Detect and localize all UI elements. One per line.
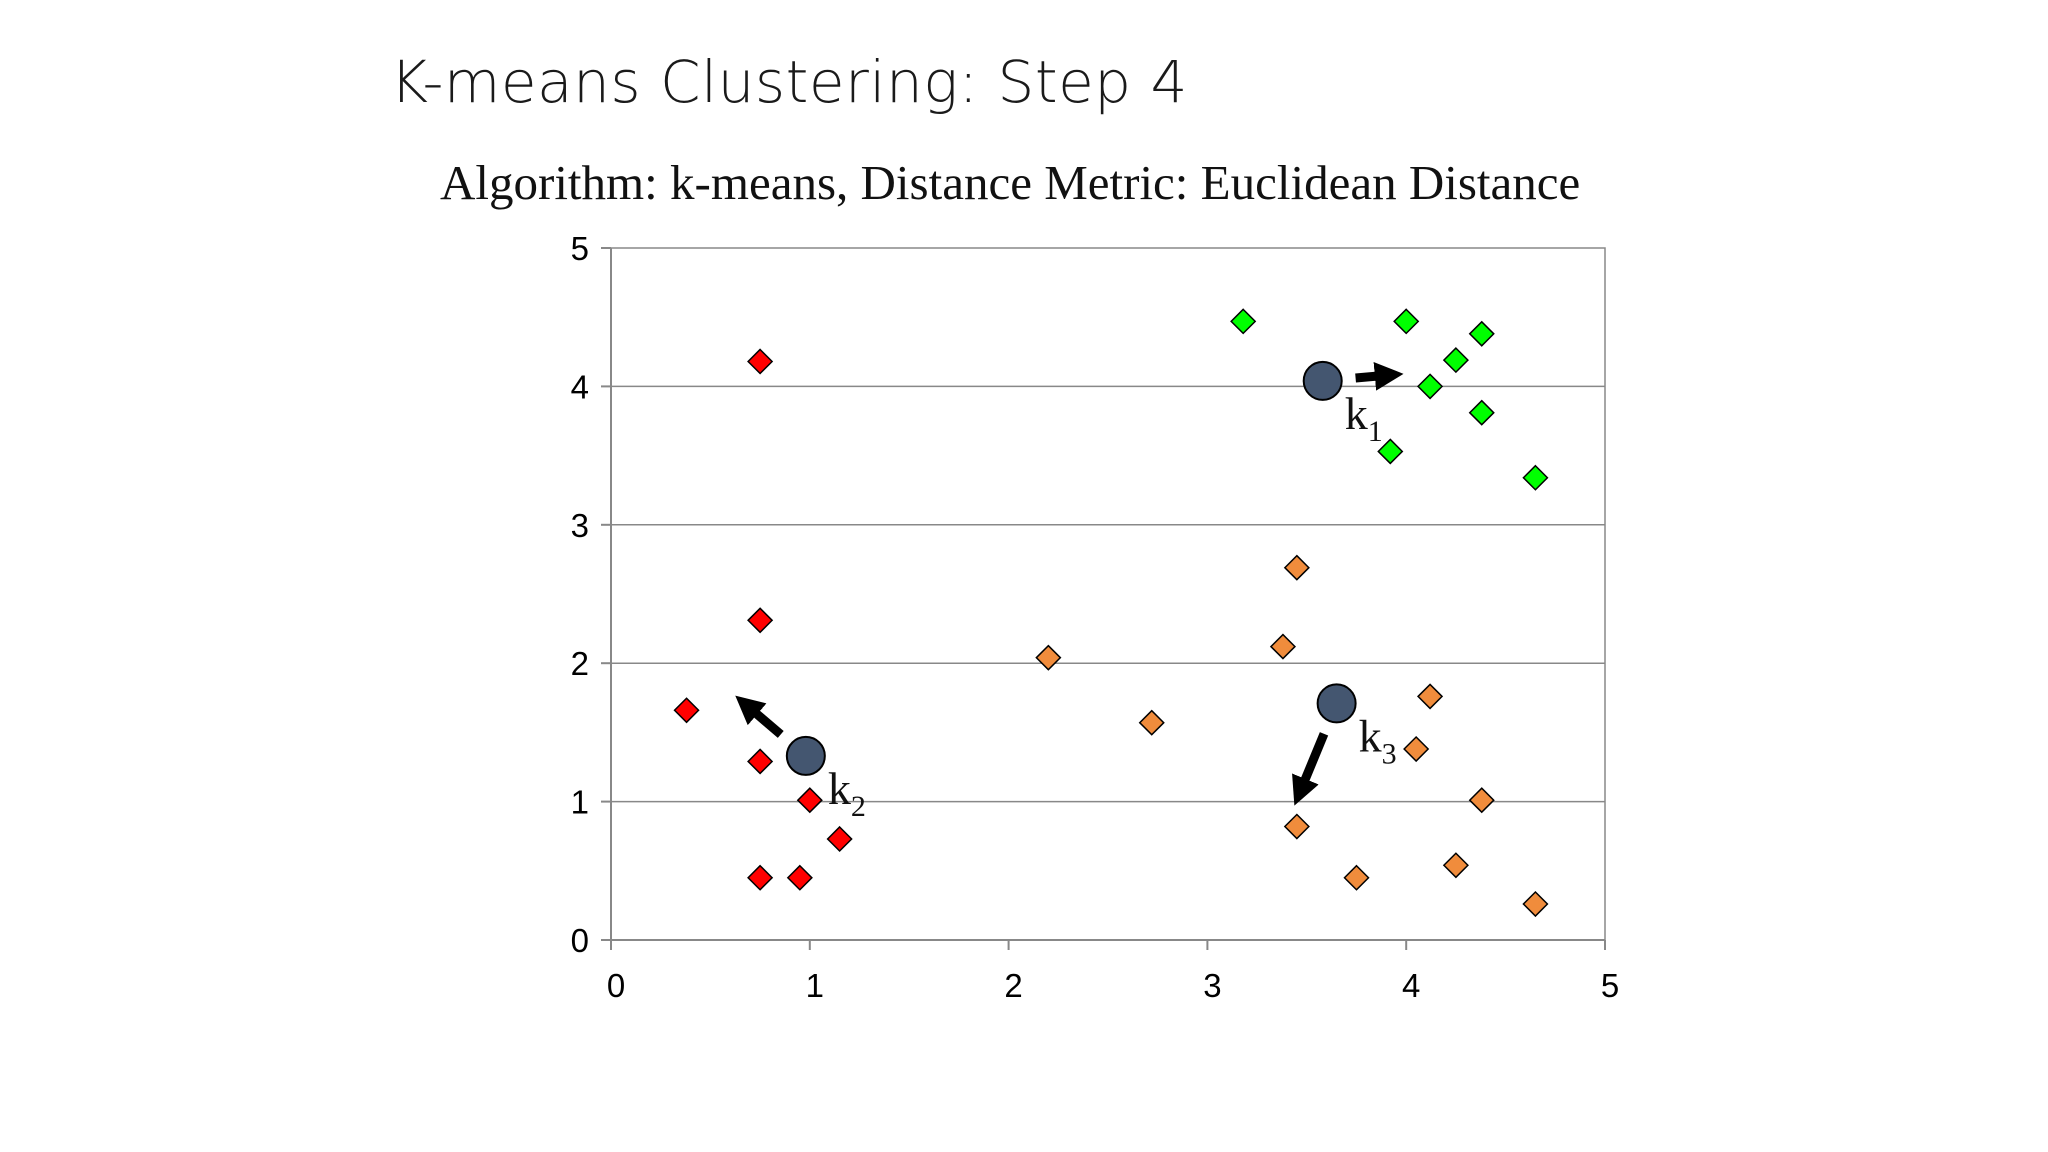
data-point — [786, 864, 813, 891]
data-point — [1468, 787, 1495, 814]
data-point — [796, 787, 823, 814]
data-point — [1522, 464, 1549, 491]
data-point — [1468, 399, 1495, 426]
data-point — [1393, 308, 1420, 335]
centroid-arrow — [1292, 732, 1329, 806]
data-point — [1468, 320, 1495, 347]
y-tick-label: 5 — [571, 230, 589, 267]
centroid-marker — [785, 735, 826, 776]
data-point — [826, 825, 853, 853]
data-point — [1416, 373, 1444, 400]
data-point — [1416, 683, 1444, 710]
centroids: k1 k2 k3 — [735, 360, 1404, 823]
centroid-label-subscript: 1 — [1368, 415, 1383, 448]
y-tick-label: 2 — [571, 645, 589, 682]
x-tick-label: 0 — [607, 967, 625, 1004]
centroid-label: k1 — [1345, 388, 1383, 448]
centroid-arrow — [735, 695, 784, 738]
x-tick-label: 1 — [806, 967, 824, 1004]
data-point — [1522, 890, 1549, 918]
data-point — [747, 607, 774, 634]
slide-title: K-means Clustering: Step 4 — [390, 48, 1188, 116]
centroid-label-subscript: 2 — [851, 790, 866, 823]
plot-area — [610, 247, 1606, 941]
grid-lines — [611, 385, 1605, 803]
centroid-marker — [1316, 683, 1357, 724]
centroid-marker — [1302, 360, 1343, 401]
tick-labels: 0 1 2 3 4 5 0 1 2 3 4 5 — [571, 230, 1620, 1004]
data-point — [1343, 864, 1370, 891]
data-point — [747, 748, 774, 775]
data-point — [1283, 554, 1310, 581]
y-tick-label: 0 — [571, 922, 589, 959]
data-points — [673, 308, 1549, 918]
data-point — [1035, 644, 1062, 671]
chart-subtitle: Algorithm: k-means, Distance Metric: Euc… — [440, 155, 1580, 210]
y-tick-label: 3 — [571, 507, 589, 544]
data-point — [1442, 852, 1469, 879]
data-point — [1377, 438, 1404, 465]
data-point — [1442, 347, 1469, 374]
data-point — [1283, 813, 1310, 840]
x-tick-label: 3 — [1203, 967, 1221, 1004]
x-tick-label: 5 — [1601, 967, 1619, 1004]
data-point — [747, 348, 774, 375]
data-point — [1138, 709, 1165, 736]
centroid-label-subscript: 3 — [1382, 737, 1397, 770]
x-tick-label: 4 — [1402, 967, 1420, 1004]
data-point — [673, 697, 700, 724]
y-tick-label: 4 — [571, 368, 589, 405]
x-tick-label: 2 — [1004, 967, 1022, 1004]
axis-ticks — [601, 247, 1606, 950]
data-point — [1269, 633, 1297, 660]
centroid-label: k2 — [828, 763, 866, 823]
centroid-label: k3 — [1359, 710, 1397, 770]
data-point — [1230, 308, 1257, 335]
data-point — [1403, 735, 1430, 763]
centroid-arrow — [1355, 361, 1404, 391]
y-tick-label: 1 — [571, 784, 589, 821]
data-point — [747, 864, 774, 891]
